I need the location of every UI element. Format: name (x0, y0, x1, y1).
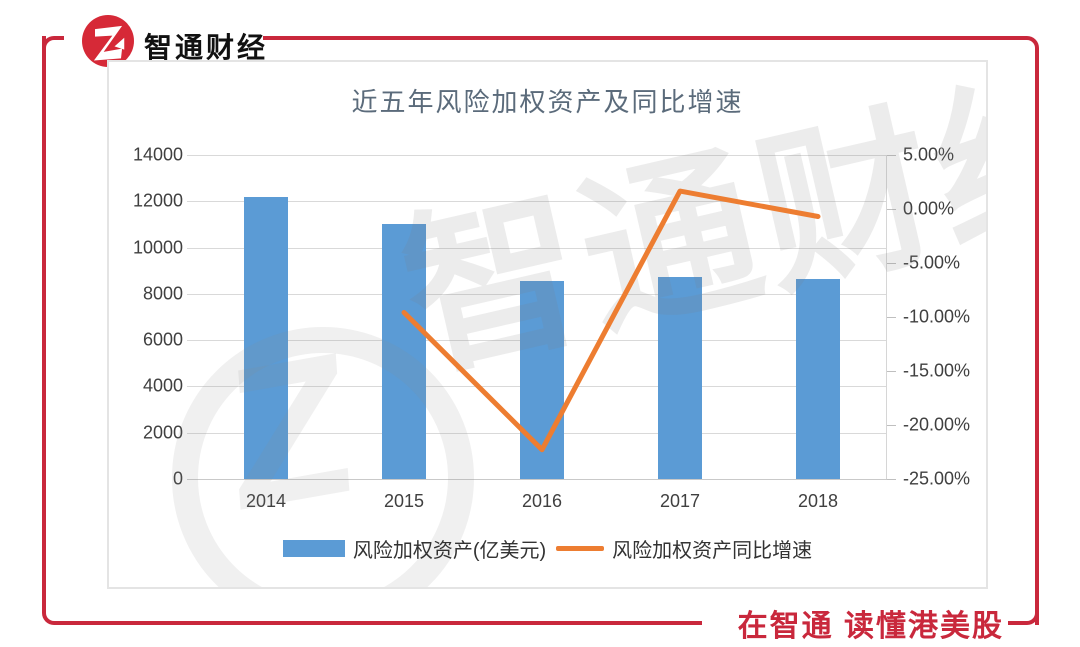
y-right-tick-label: -5.00% (903, 252, 961, 273)
y-right-tick-label: -15.00% (903, 360, 971, 381)
zhitong-logo-icon (82, 15, 134, 67)
gridline (187, 247, 887, 249)
y-right-tick-label: -25.00% (903, 468, 971, 489)
legend-item-bar: 风险加权资产(亿美元) (282, 534, 547, 563)
gridline (187, 479, 887, 480)
slogan: 在智通 读懂港美股 (737, 610, 1004, 643)
bar-series-swatch (282, 540, 345, 557)
bar-2014 (244, 196, 288, 479)
plot-area: 0 2000 4000 6000 8000 10000 12000 14000 5.00% 0.… (133, 145, 970, 512)
bar-series-label: 风险加权资产(亿美元) (352, 540, 547, 562)
bar-2018 (796, 278, 840, 479)
x-tick-label: 2015 (383, 491, 425, 511)
y-right-tick-label: -10.00% (903, 306, 971, 327)
y-left-tick-label: 12000 (132, 190, 183, 211)
y-right-tick (887, 155, 896, 156)
legend: 风险加权资产(亿美元) 风险加权资产同比增速 (109, 534, 986, 563)
chart-container: 近五年风险加权资产及同比增速 Z 智通财经 0 2000 4000 6000 8000 1… (107, 60, 988, 589)
gridline (187, 201, 887, 203)
gridline (187, 155, 887, 156)
x-tick-label: 2018 (797, 491, 839, 511)
y-right-tick (887, 425, 896, 426)
bar-2017 (658, 277, 702, 479)
frame-bottom-right-hook (1008, 595, 1039, 625)
line-series-swatch (556, 546, 605, 551)
x-tick-label: 2014 (245, 491, 287, 511)
line-series-label: 风险加权资产同比增速 (612, 540, 813, 562)
chart-title: 近五年风险加权资产及同比增速 (351, 87, 744, 117)
y-left-tick-label: 0 (172, 468, 183, 489)
right-axis-line (886, 155, 887, 479)
y-left-tick-label: 2000 (142, 422, 183, 443)
bar-2015 (382, 223, 426, 479)
y-right-tick (887, 317, 896, 318)
y-right-tick-label: -20.00% (903, 414, 971, 435)
y-left-tick-label: 8000 (142, 283, 183, 304)
y-right-tick (887, 371, 896, 372)
growth-line-series (401, 188, 821, 453)
y-left-tick-label: 14000 (132, 144, 183, 165)
y-right-tick-label: 0.00% (903, 198, 955, 219)
y-right-tick (887, 479, 896, 480)
y-left-tick-label: 4000 (142, 375, 183, 396)
y-left-tick-label: 6000 (142, 329, 183, 350)
legend-item-line: 风险加权资产同比增速 (556, 534, 812, 563)
x-tick-label: 2016 (521, 491, 563, 511)
brand-name: 智通财经 (144, 32, 269, 63)
y-right-tick (887, 209, 896, 210)
y-left-tick-label: 10000 (132, 237, 183, 258)
y-right-tick-label: 5.00% (903, 144, 955, 165)
y-right-tick (887, 263, 896, 264)
x-tick-label: 2017 (659, 491, 701, 511)
frame-top-left-arm (42, 36, 64, 64)
